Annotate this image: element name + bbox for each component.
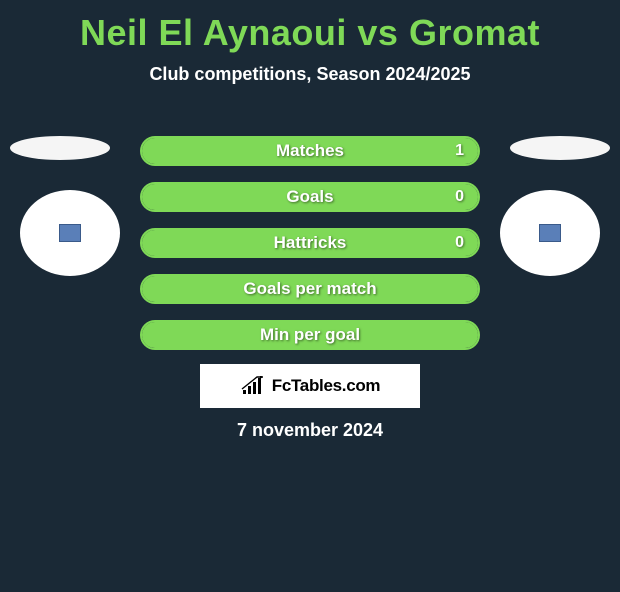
stat-row-label: Goals <box>286 187 333 207</box>
stat-row-value: 0 <box>455 188 464 206</box>
stat-row-label: Hattricks <box>274 233 347 253</box>
flag-left-icon <box>10 136 110 160</box>
stat-row: Matches 1 <box>140 136 480 166</box>
branding-text: FcTables.com <box>272 376 381 396</box>
page-title: Neil El Aynaoui vs Gromat <box>0 12 620 54</box>
chart-icon <box>240 376 266 396</box>
stat-row-value: 0 <box>455 234 464 252</box>
comparison-rows: Matches 1 Goals 0 Hattricks 0 Goals per … <box>140 136 480 366</box>
stat-row-label: Min per goal <box>260 325 360 345</box>
club-badge-left <box>20 190 120 276</box>
stat-row-label: Matches <box>276 141 344 161</box>
flag-right-icon <box>510 136 610 160</box>
stat-row: Goals per match <box>140 274 480 304</box>
branding-panel: FcTables.com <box>200 364 420 408</box>
stat-row: Goals 0 <box>140 182 480 212</box>
club-badge-left-icon <box>59 224 81 242</box>
club-badge-right-icon <box>539 224 561 242</box>
stat-row-label: Goals per match <box>243 279 376 299</box>
stat-row: Hattricks 0 <box>140 228 480 258</box>
club-badge-right <box>500 190 600 276</box>
stat-row: Min per goal <box>140 320 480 350</box>
stat-row-value: 1 <box>455 142 464 160</box>
page-subtitle: Club competitions, Season 2024/2025 <box>0 64 620 85</box>
footer-date: 7 november 2024 <box>0 420 620 441</box>
